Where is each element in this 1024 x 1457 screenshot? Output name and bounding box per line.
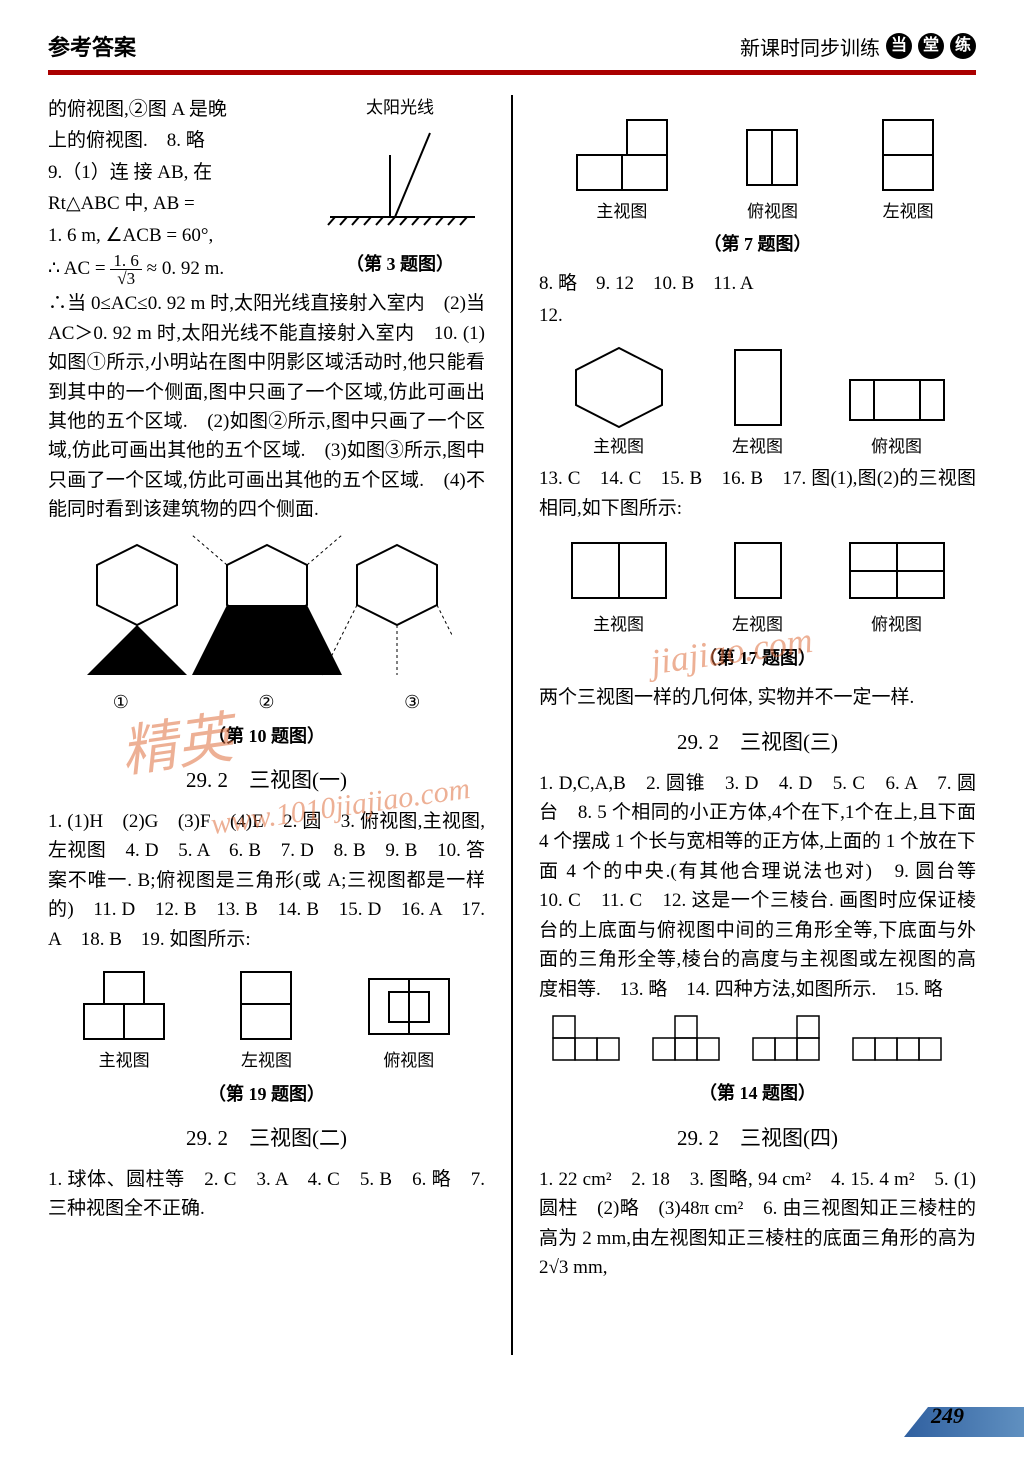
vlabel-main: 主视图 (593, 612, 644, 638)
view7-main (567, 105, 677, 195)
view7-top (732, 105, 812, 195)
fig10-caption: （第 10 题图） (48, 723, 485, 751)
fig19-caption: （第 19 题图） (48, 1081, 485, 1109)
sun-ray-figure (320, 125, 480, 235)
fig7-caption: （第 7 题图） (539, 231, 976, 259)
header-right: 新课时同步训练 当 堂 练 (740, 32, 976, 61)
fig14 (539, 1010, 976, 1074)
view12-left (723, 340, 793, 430)
text-line: 上的俯视图. 8. 略 (48, 126, 305, 155)
view7-left (868, 105, 948, 195)
header-divider (48, 70, 976, 75)
vlabel-main: 主视图 (596, 199, 647, 225)
text-line: Rt△ABC 中, AB = (48, 189, 305, 218)
vlabel-main: 主视图 (99, 1048, 150, 1074)
line-13-17: 13. C 14. C 15. B 16. B 17. 图(1),图(2)的三视… (539, 464, 976, 523)
line-12: 12. (539, 301, 976, 330)
views-row-17: 主视图 左视图 俯视图 (539, 533, 976, 638)
ac-suffix: ≈ 0. 92 m. (147, 258, 224, 279)
sec4-body: 1. 22 cm² 2. 18 3. 图略, 94 cm² 4. 15. 4 m… (539, 1165, 976, 1283)
frac-den: √3 (110, 270, 142, 287)
sec2-body: 1. 球体、圆柱等 2. C 3. A 4. C 5. B 6. 略 7. 三种… (48, 1165, 485, 1224)
text-line: 1. 6 m, ∠ACB = 60°, (48, 221, 305, 250)
text-line: ∴ AC = 1. 6 √3 ≈ 0. 92 m. (48, 252, 305, 287)
fig14-caption: （第 14 题图） (539, 1080, 976, 1108)
views-row-7: 主视图 俯视图 左视图 (539, 105, 976, 225)
view17-top (842, 533, 952, 608)
badge-2: 堂 (918, 33, 944, 59)
page-number: 249 (931, 1403, 964, 1429)
sec3-body: 1. D,C,A,B 2. 圆锥 3. D 4. D 5. C 6. A 7. … (539, 769, 976, 1005)
section-title: 29. 2 三视图(四) (539, 1122, 976, 1155)
column-divider (511, 95, 513, 1355)
view17-main (564, 533, 674, 608)
view12-top (842, 370, 952, 430)
view17-left (723, 533, 793, 608)
note-17: 两个三视图一样的几何体, 实物并不一定一样. (539, 683, 976, 712)
fig17-caption: （第 17 题图） (539, 645, 976, 673)
fig14-svg (548, 1010, 968, 1065)
circ-2: ② (258, 689, 274, 717)
circ-3: ③ (404, 689, 420, 717)
frac-num: 1. 6 (110, 252, 142, 270)
badge-3: 练 (950, 33, 976, 59)
vlabel-main: 主视图 (593, 434, 644, 460)
vlabel-left: 左视图 (883, 199, 934, 225)
sun-label: 太阳光线 (315, 95, 485, 121)
vlabel-top: 俯视图 (871, 434, 922, 460)
header-left: 参考答案 (48, 30, 136, 62)
text-line: 的俯视图,②图 A 是晚 (48, 95, 305, 124)
page-header: 参考答案 新课时同步训练 当 堂 练 (48, 30, 976, 62)
vlabel-top: 俯视图 (871, 612, 922, 638)
vlabel-top: 俯视图 (747, 199, 798, 225)
views-row-19: 主视图 左视图 俯视图 (48, 964, 485, 1074)
section-title: 29. 2 三视图(三) (539, 726, 976, 759)
fig3-caption: （第 3 题图） (315, 251, 485, 279)
badge-1: 当 (886, 33, 912, 59)
section-title: 29. 2 三视图(一) (48, 764, 485, 797)
line-8-11: 8. 略 9. 12 10. B 11. A (539, 269, 976, 298)
vlabel-left: 左视图 (732, 434, 783, 460)
view12-main (564, 340, 674, 430)
ac-prefix: ∴ AC = (48, 258, 106, 279)
left-column: 的俯视图,②图 A 是晚 上的俯视图. 8. 略 9.（1）连 接 AB, 在 … (48, 95, 485, 1355)
hexagon-figure (48, 535, 485, 685)
page-corner-decoration (904, 1407, 1024, 1437)
vlabel-left: 左视图 (241, 1048, 292, 1074)
fraction: 1. 6 √3 (110, 252, 142, 287)
vlabel-top: 俯视图 (383, 1048, 434, 1074)
sec1-body: 1. (1)H (2)G (3)F (4)E 2. 圆 3. 俯视图,主视图,左… (48, 807, 485, 954)
hexagon-svg (82, 535, 452, 685)
text-line: 9.（1）连 接 AB, 在 (48, 158, 305, 187)
body-paragraph: ∴当 0≤AC≤0. 92 m 时,太阳光线直接射入室内 (2)当 AC＞0. … (48, 289, 485, 525)
vlabel-left: 左视图 (732, 612, 783, 638)
right-column: 主视图 俯视图 左视图 （第 7 题图） (539, 95, 976, 1355)
view19-left (226, 964, 306, 1044)
header-right-prefix: 新课时同步训练 (740, 32, 880, 61)
view19-main (74, 964, 174, 1044)
circ-1: ① (113, 689, 129, 717)
views-row-12: 主视图 左视图 俯视图 (539, 340, 976, 460)
section-title: 29. 2 三视图(二) (48, 1122, 485, 1155)
view19-top (359, 964, 459, 1044)
two-column-layout: 的俯视图,②图 A 是晚 上的俯视图. 8. 略 9.（1）连 接 AB, 在 … (48, 95, 976, 1355)
